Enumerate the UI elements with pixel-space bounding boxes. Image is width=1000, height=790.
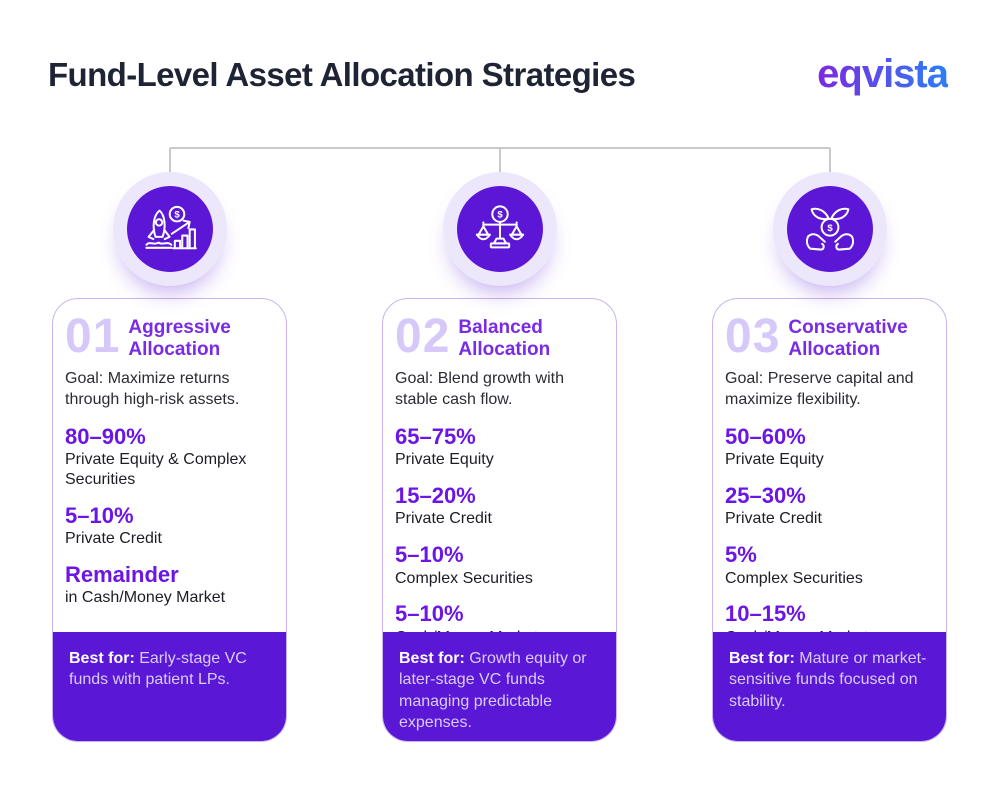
allocation-label: Complex Securities <box>395 569 533 587</box>
allocation-value: 25–30% <box>725 483 806 509</box>
allocation-value: 5–10% <box>65 502 134 528</box>
card-aggressive-allocation: 01 Aggressive Allocation Goal: Maximize … <box>52 298 287 742</box>
allocation-item: 5–10% Private Credit <box>65 503 274 549</box>
allocation-value: 50–60% <box>725 423 806 449</box>
allocation-item: Remainder in Cash/Money Market <box>65 562 274 608</box>
rocket-growth-icon: $ <box>145 205 197 250</box>
connector-lines <box>169 147 831 176</box>
card-goal: Goal: Blend growth with stable cash flow… <box>395 370 564 409</box>
eqvista-logo: eqvista <box>817 52 949 96</box>
best-for-footer: Best for: Early-stage VC funds with pati… <box>53 632 286 741</box>
allocation-value: 10–15% <box>725 601 806 627</box>
card-title: Aggressive Allocation <box>128 317 231 361</box>
allocation-value: 5–10% <box>395 542 464 568</box>
card-body: 03 Conservative Allocation Goal: Preserv… <box>713 299 946 647</box>
allocation-item: 5–10% Complex Securities <box>395 542 604 588</box>
hands-money-plant-icon: $ <box>805 207 855 251</box>
allocation-label: Private Credit <box>65 530 162 548</box>
icon-circle: $ <box>127 186 213 272</box>
best-for-label: Best for: <box>69 650 135 667</box>
icon-circle: $ <box>787 186 873 272</box>
icon-circle: $ <box>457 186 543 272</box>
allocation-label: Private Equity & Complex Securities <box>65 451 247 489</box>
svg-text:$: $ <box>174 210 180 221</box>
allocation-label: Private Equity <box>725 451 824 469</box>
allocation-value: 80–90% <box>65 423 146 449</box>
svg-text:$: $ <box>827 223 833 234</box>
best-for-label: Best for: <box>399 650 465 667</box>
card-goal: Goal: Maximize returns through high-risk… <box>65 370 240 409</box>
card-number: 02 <box>395 310 451 363</box>
allocation-label: Private Credit <box>725 510 822 528</box>
card-header: 03 Conservative Allocation <box>725 310 934 363</box>
best-for-text: Best for: Growth equity or later-stage V… <box>399 650 587 731</box>
card-title: Balanced Allocation <box>458 317 551 361</box>
allocation-item: 5% Complex Securities <box>725 542 934 588</box>
best-for-text: Best for: Early-stage VC funds with pati… <box>69 650 247 689</box>
card-body: 02 Balanced Allocation Goal: Blend growt… <box>383 299 616 647</box>
svg-text:$: $ <box>497 210 503 221</box>
card-body: 01 Aggressive Allocation Goal: Maximize … <box>53 299 286 608</box>
allocation-value: Remainder <box>65 562 179 588</box>
card-number: 03 <box>725 310 781 363</box>
balance-scale-icon: $ <box>475 205 525 249</box>
card-goal: Goal: Preserve capital and maximize flex… <box>725 370 914 409</box>
icon-badge-balanced: $ <box>443 172 557 286</box>
allocation-label: Private Equity <box>395 451 494 469</box>
icon-badge-aggressive: $ <box>113 172 227 286</box>
allocation-item: 50–60% Private Equity <box>725 424 934 470</box>
card-balanced-allocation: 02 Balanced Allocation Goal: Blend growt… <box>382 298 617 742</box>
card-header: 02 Balanced Allocation <box>395 310 604 363</box>
allocation-value: 5–10% <box>395 601 464 627</box>
allocation-label: Complex Securities <box>725 569 863 587</box>
card-header: 01 Aggressive Allocation <box>65 310 274 363</box>
allocation-value: 15–20% <box>395 483 476 509</box>
best-for-text: Best for: Mature or market-sensitive fun… <box>729 650 927 710</box>
icon-badge-conservative: $ <box>773 172 887 286</box>
best-for-footer: Best for: Mature or market-sensitive fun… <box>713 632 946 741</box>
best-for-footer: Best for: Growth equity or later-stage V… <box>383 632 616 741</box>
allocation-value: 65–75% <box>395 423 476 449</box>
allocation-label: in Cash/Money Market <box>65 589 226 607</box>
card-conservative-allocation: 03 Conservative Allocation Goal: Preserv… <box>712 298 947 742</box>
allocation-item: 25–30% Private Credit <box>725 483 934 529</box>
allocation-value: 5% <box>725 542 757 568</box>
page-title: Fund-Level Asset Allocation Strategies <box>48 56 636 93</box>
allocation-item: 15–20% Private Credit <box>395 483 604 529</box>
allocation-item: 80–90% Private Equity & Complex Securiti… <box>65 424 274 490</box>
card-title: Conservative Allocation <box>788 317 908 361</box>
allocation-label: Private Credit <box>395 510 492 528</box>
allocation-item: 65–75% Private Equity <box>395 424 604 470</box>
card-number: 01 <box>65 310 121 363</box>
best-for-label: Best for: <box>729 650 795 667</box>
